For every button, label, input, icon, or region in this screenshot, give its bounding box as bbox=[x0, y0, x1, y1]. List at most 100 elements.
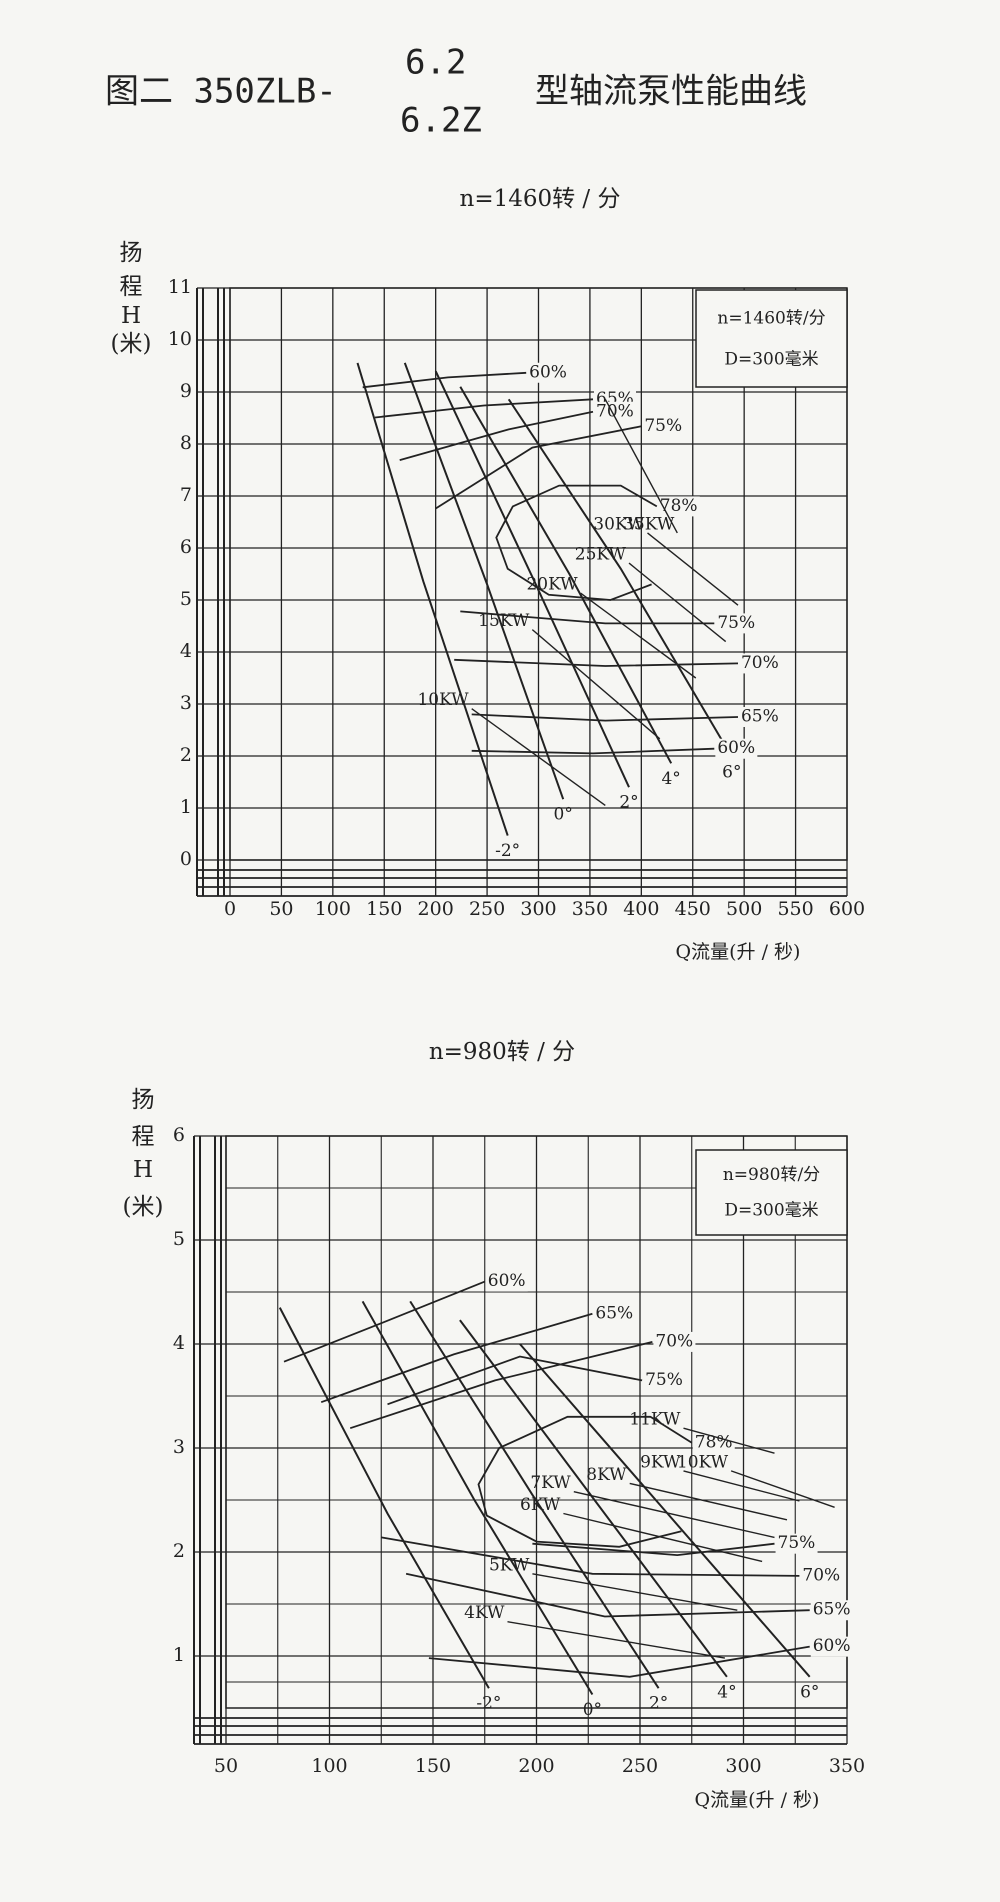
efficiency-label: 70% bbox=[655, 1331, 693, 1351]
efficiency-label: 65% bbox=[813, 1600, 851, 1620]
x-tick-label: 50 bbox=[214, 1755, 238, 1777]
plot-frame bbox=[225, 1135, 848, 1709]
label-backing bbox=[485, 1271, 528, 1292]
title-denominator: 6.2Z bbox=[400, 101, 482, 141]
efficiency-label: 65% bbox=[595, 1303, 633, 1323]
y-tick-label: 5 bbox=[173, 1228, 185, 1250]
power-label: 30KW bbox=[593, 514, 645, 534]
power-line bbox=[730, 1470, 835, 1508]
blade-angle-curve bbox=[519, 1343, 811, 1678]
x-tick-label: 150 bbox=[415, 1755, 451, 1777]
efficiency-contour bbox=[477, 1415, 693, 1548]
y-tick-label: 6 bbox=[180, 536, 192, 558]
power-line bbox=[647, 532, 739, 606]
x-tick-label: 600 bbox=[829, 898, 865, 920]
angle-label: 0° bbox=[554, 805, 573, 825]
info-text: D=300毫米 bbox=[724, 349, 818, 369]
x-tick-label: 500 bbox=[726, 898, 762, 920]
blade-angle-curve bbox=[459, 1319, 728, 1678]
y-axis-label: (米) bbox=[111, 331, 152, 357]
info-text: n=980转/分 bbox=[723, 1165, 820, 1185]
efficiency-label: 65% bbox=[741, 707, 779, 727]
y-tick-label: 10 bbox=[168, 328, 192, 350]
y-tick-label: 4 bbox=[173, 1332, 185, 1354]
efficiency-label: 60% bbox=[717, 738, 755, 758]
y-tick-label: 3 bbox=[173, 1436, 185, 1458]
label-backing bbox=[527, 362, 570, 383]
blade-angle-curve bbox=[409, 1300, 660, 1689]
title-numerator: 6.2 bbox=[405, 43, 466, 83]
x-tick-label: 300 bbox=[520, 898, 556, 920]
x-tick-label: 350 bbox=[829, 1755, 865, 1777]
label-backing bbox=[594, 401, 637, 422]
label-backing bbox=[738, 653, 781, 674]
efficiency-contour bbox=[349, 1341, 800, 1577]
power-line bbox=[683, 1470, 800, 1502]
x-axis-label: Q流量(升 / 秒) bbox=[676, 941, 801, 963]
chart-subtitle: n=980转 / 分 bbox=[429, 1039, 575, 1065]
y-tick-label: 0 bbox=[180, 848, 192, 870]
y-tick-label: 1 bbox=[173, 1644, 185, 1666]
power-label: 25KW bbox=[575, 545, 627, 565]
power-line bbox=[628, 562, 727, 643]
efficiency-contour bbox=[387, 1355, 775, 1557]
efficiency-label: 75% bbox=[717, 613, 755, 633]
angle-label: 6° bbox=[800, 1682, 819, 1702]
label-backing bbox=[738, 707, 781, 727]
x-tick-label: 400 bbox=[623, 898, 659, 920]
power-line bbox=[507, 1621, 726, 1659]
y-axis-label: 扬 bbox=[132, 1087, 155, 1113]
power-label: 4KW bbox=[464, 1603, 505, 1623]
efficiency-contour bbox=[399, 410, 739, 667]
power-label: 15KW bbox=[478, 611, 530, 631]
label-backing bbox=[593, 1303, 636, 1324]
x-tick-label: 450 bbox=[675, 898, 711, 920]
blade-angle-curve bbox=[507, 398, 733, 758]
y-tick-label: 3 bbox=[180, 692, 192, 714]
y-axis-label: 扬 bbox=[120, 240, 143, 266]
x-tick-label: 350 bbox=[572, 898, 608, 920]
x-tick-label: 150 bbox=[366, 898, 402, 920]
efficiency-contour bbox=[495, 484, 658, 601]
label-backing bbox=[643, 1370, 686, 1391]
y-axis-label: H bbox=[121, 303, 141, 329]
y-tick-label: 4 bbox=[180, 640, 192, 662]
plot-frame bbox=[229, 287, 848, 861]
efficiency-label: 70% bbox=[596, 401, 634, 421]
power-line bbox=[532, 1573, 738, 1611]
power-label: 7KW bbox=[530, 1473, 571, 1493]
label-backing bbox=[715, 613, 758, 634]
y-tick-label: 9 bbox=[180, 380, 192, 402]
efficiency-label: 70% bbox=[802, 1565, 840, 1585]
efficiency-contour bbox=[374, 398, 739, 722]
y-axis-label: H bbox=[133, 1157, 153, 1183]
power-label: 11KW bbox=[629, 1410, 681, 1430]
x-tick-label: 0 bbox=[224, 898, 236, 920]
blade-angle-curve bbox=[403, 362, 565, 800]
power-label: 10KW bbox=[417, 690, 469, 710]
x-tick-label: 550 bbox=[777, 898, 813, 920]
x-tick-label: 100 bbox=[315, 898, 351, 920]
efficiency-label: 75% bbox=[645, 1370, 683, 1390]
y-tick-label: 6 bbox=[173, 1124, 185, 1146]
efficiency-contour bbox=[435, 425, 715, 625]
angle-label: 6° bbox=[722, 763, 741, 783]
angle-label: 0° bbox=[583, 1700, 602, 1720]
power-label: 35KW bbox=[623, 514, 675, 534]
info-box bbox=[695, 1149, 848, 1236]
power-label: 8KW bbox=[586, 1465, 627, 1485]
info-text: D=300毫米 bbox=[724, 1201, 818, 1221]
label-backing bbox=[810, 1636, 853, 1657]
info-box bbox=[695, 289, 848, 388]
x-axis-label: Q流量(升 / 秒) bbox=[695, 1789, 820, 1811]
efficiency-label: 75% bbox=[644, 416, 682, 436]
angle-label: 2° bbox=[619, 793, 638, 813]
title-suffix: 型轴流泵性能曲线 bbox=[535, 72, 807, 112]
power-line bbox=[683, 1427, 775, 1454]
label-backing bbox=[775, 1533, 818, 1554]
x-tick-label: 200 bbox=[418, 898, 454, 920]
blade-angle-curve bbox=[356, 362, 509, 836]
x-tick-label: 300 bbox=[725, 1755, 761, 1777]
efficiency-label: 60% bbox=[488, 1271, 526, 1291]
efficiency-contour bbox=[283, 1280, 810, 1678]
